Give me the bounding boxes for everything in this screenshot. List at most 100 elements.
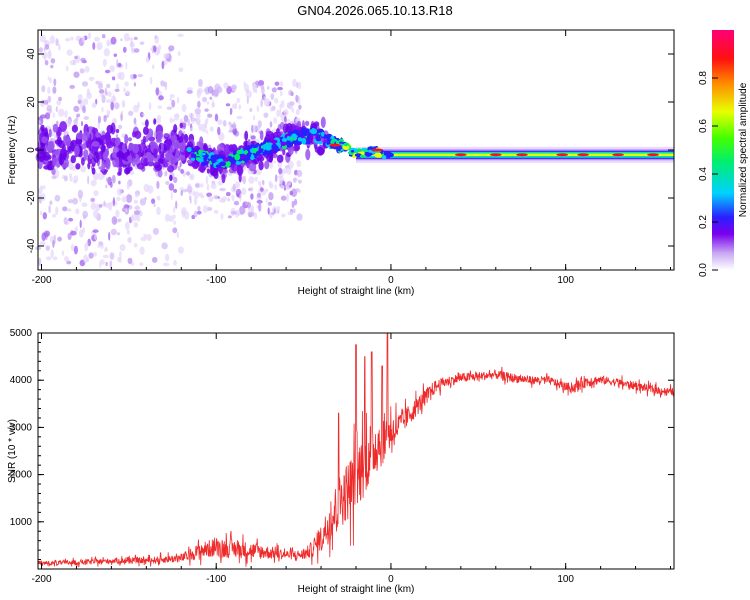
noise-blob [257, 120, 262, 128]
noise-blob [117, 62, 122, 68]
noise-blob [202, 96, 208, 103]
noise-blob [277, 175, 283, 179]
noise-blob [65, 65, 69, 72]
noise-blob [293, 208, 296, 214]
noise-blob [110, 101, 114, 111]
noise-blob [286, 166, 292, 175]
noise-blob [235, 101, 238, 110]
noise-blob [193, 196, 198, 206]
noise-blob [79, 68, 85, 74]
noise-blob [276, 109, 280, 118]
noise-blob [94, 234, 97, 240]
band-blob [272, 153, 278, 158]
band-blob [42, 151, 50, 161]
band-blob [192, 164, 199, 170]
noise-blob [239, 193, 242, 202]
noise-blob [260, 187, 264, 192]
noise-blob [50, 249, 54, 259]
y-tick-label: 20 [26, 96, 37, 108]
band-blob [118, 151, 124, 158]
noise-blob [288, 89, 293, 96]
noise-blob [74, 226, 79, 233]
colorbar-tick-label: 0.2 [698, 215, 709, 229]
noise-blob [117, 256, 121, 263]
ridge-blob [270, 139, 278, 144]
noise-blob [279, 90, 283, 97]
noise-blob [170, 191, 173, 201]
noise-blob [80, 165, 87, 173]
noise-blob [70, 36, 74, 41]
noise-blob [81, 121, 83, 127]
ridge-blob [186, 146, 192, 153]
noise-blob [123, 32, 130, 42]
band-blob [169, 174, 173, 182]
noise-blob [87, 175, 90, 185]
noise-blob [39, 210, 43, 216]
band-blob [48, 128, 52, 138]
noise-blob [52, 112, 55, 118]
noise-blob [176, 231, 180, 239]
noise-blob [48, 205, 51, 214]
noise-blob [52, 239, 55, 249]
noise-blob [155, 87, 160, 96]
hot-spot [612, 153, 625, 157]
noise-blob [278, 167, 283, 175]
noise-blob [82, 105, 86, 114]
noise-blob [76, 113, 81, 118]
noise-blob [280, 195, 287, 201]
noise-blob [202, 205, 208, 213]
band-blob [155, 130, 164, 140]
noise-blob [110, 36, 117, 45]
noise-blob [269, 121, 273, 128]
band-blob [216, 143, 224, 153]
noise-blob [153, 45, 157, 53]
noise-blob [42, 212, 47, 220]
noise-blob [115, 83, 120, 90]
noise-blob [64, 110, 68, 119]
noise-blob [180, 168, 185, 174]
noise-blob [283, 108, 289, 116]
band-blob [48, 147, 52, 153]
ridge-blob [201, 161, 208, 166]
noise-blob [47, 86, 51, 95]
noise-blob [77, 189, 83, 199]
noise-blob [168, 183, 175, 191]
ridge-blob [251, 144, 259, 148]
noise-blob [279, 103, 283, 110]
noise-blob [206, 183, 210, 191]
noise-blob [248, 176, 255, 184]
noise-blob [129, 170, 135, 175]
noise-blob [273, 117, 277, 124]
ridge-blob [203, 156, 208, 162]
colorbar-tick-label: 0.6 [698, 119, 709, 133]
band-blob [157, 158, 164, 164]
noise-blob [79, 219, 82, 229]
noise-blob [175, 200, 178, 209]
band-blob [81, 143, 87, 150]
noise-blob [73, 105, 80, 113]
noise-blob [133, 199, 139, 204]
noise-blob [105, 262, 108, 266]
noise-blob [119, 244, 126, 251]
noise-blob [72, 197, 78, 205]
noise-blob [213, 194, 219, 200]
ridge-blob [226, 164, 230, 168]
noise-blob [209, 96, 213, 100]
noise-blob [194, 108, 201, 115]
noise-blob [139, 262, 144, 266]
noise-blob [132, 213, 139, 222]
noise-blob [45, 245, 51, 251]
noise-blob [295, 109, 300, 116]
band-blob [148, 136, 156, 142]
noise-blob [133, 104, 139, 113]
band-blob [124, 134, 129, 145]
band-blob [74, 145, 80, 156]
noise-blob [251, 124, 254, 134]
ridge-blob [310, 134, 314, 141]
band-blob [143, 126, 149, 135]
noise-blob [254, 212, 258, 220]
noise-blob [265, 197, 268, 204]
noise-blob [50, 58, 56, 64]
band-blob [87, 137, 92, 149]
y-tick-label: 1000 [10, 517, 33, 528]
